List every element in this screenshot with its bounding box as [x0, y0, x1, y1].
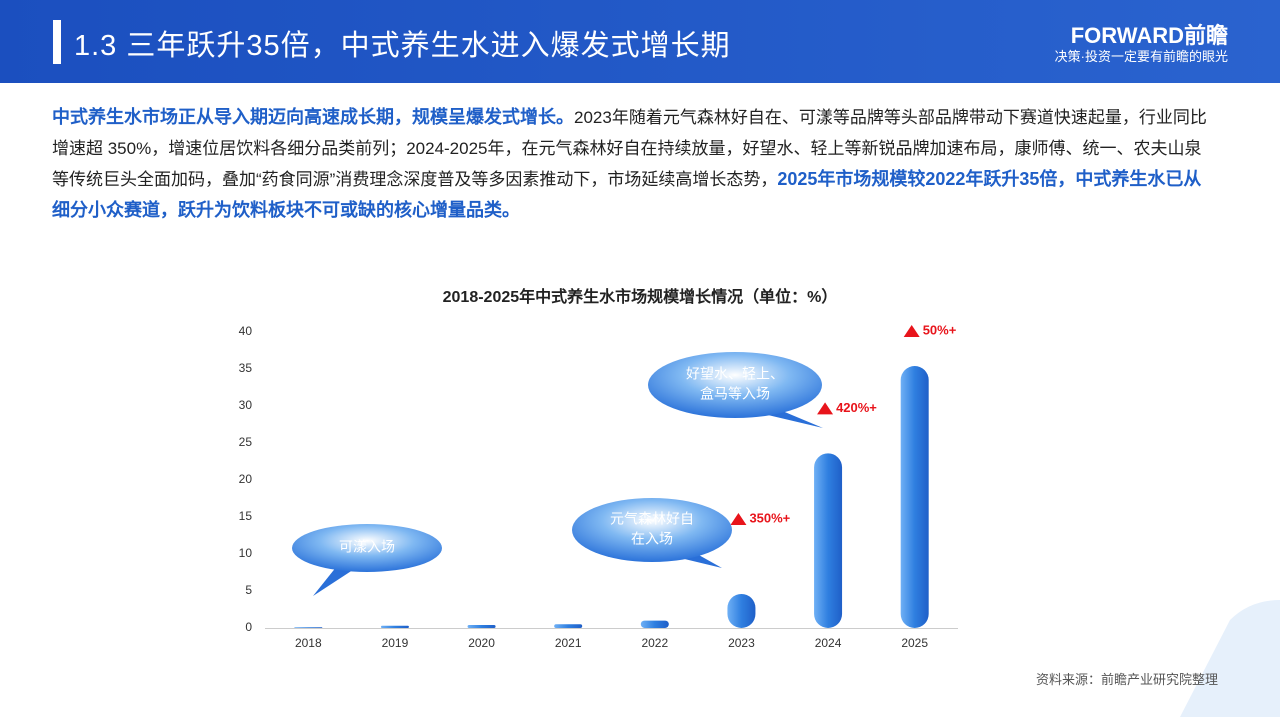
bar [900, 366, 929, 628]
y-tick-label: 15 [239, 509, 253, 523]
callout-text: 在入场 [631, 531, 673, 547]
decoration [1180, 600, 1280, 717]
y-tick-label: 25 [239, 435, 253, 449]
bar [294, 627, 323, 628]
callout-text: 可漾入场 [339, 539, 395, 555]
intro-text: 2023年随着元气森林好自在、可漾等品牌等头部品牌带动下赛道快速起量，行业同比增… [52, 108, 1207, 189]
y-tick-label: 5 [245, 583, 252, 597]
bar [554, 624, 583, 628]
x-tick-label: 2024 [815, 636, 842, 650]
callout-text: 好望水、轻上、 [686, 366, 784, 382]
header-accent [53, 20, 61, 64]
callout-text: 盒马等入场 [700, 386, 770, 402]
header [0, 0, 1280, 83]
growth-label: 50%+ [923, 322, 957, 337]
intro-text: 中式养生水市场正从导入期迈向高速成长期，规模呈爆发式增长。 [52, 107, 574, 127]
callout [648, 352, 822, 418]
bar [467, 625, 496, 628]
x-tick-label: 2020 [468, 636, 495, 650]
bar [380, 625, 409, 628]
intro: 中式养生水市场正从导入期迈向高速成长期，规模呈爆发式增长。2023年随着元气森林… [52, 102, 1212, 226]
x-tick-label: 2025 [901, 636, 928, 650]
y-tick-label: 30 [239, 398, 253, 412]
bar [727, 593, 756, 628]
y-tick-label: 0 [245, 620, 252, 634]
callout-text: 元气森林好自 [610, 511, 694, 527]
callout [292, 524, 442, 572]
callout [572, 498, 732, 562]
growth-label: 350%+ [749, 510, 790, 525]
x-tick-label: 2022 [641, 636, 668, 650]
y-tick-label: 35 [239, 361, 253, 375]
growth-label: 420%+ [836, 400, 877, 415]
y-tick-label: 10 [239, 546, 253, 560]
chart-title: 2018-2025年中式养生水市场规模增长情况（单位：%） [443, 287, 838, 306]
growth-arrow [730, 512, 747, 525]
x-tick-label: 2023 [728, 636, 755, 650]
bar [814, 453, 843, 628]
growth-arrow [903, 325, 920, 338]
slogan: 决策·投资一定要有前瞻的眼光 [1054, 49, 1228, 64]
y-tick-label: 40 [239, 324, 253, 338]
x-tick-label: 2018 [295, 636, 322, 650]
slide-title: 1.3 三年跃升35倍，中式养生水进入爆发式增长期 [74, 30, 731, 62]
x-tick-label: 2021 [555, 636, 582, 650]
intro-text: 2025年市场规模较2022年跃升35倍，中式养生水已从细分小众赛道，跃升为饮料… [52, 169, 1202, 220]
bar [640, 620, 669, 628]
growth-arrow [817, 402, 834, 415]
x-tick-label: 2019 [382, 636, 409, 650]
y-tick-label: 20 [239, 472, 253, 486]
callout-tail [313, 564, 362, 596]
source: 资料来源：前瞻产业研究院整理 [1035, 672, 1218, 687]
logo: FORWARD前瞻 [1070, 23, 1228, 48]
